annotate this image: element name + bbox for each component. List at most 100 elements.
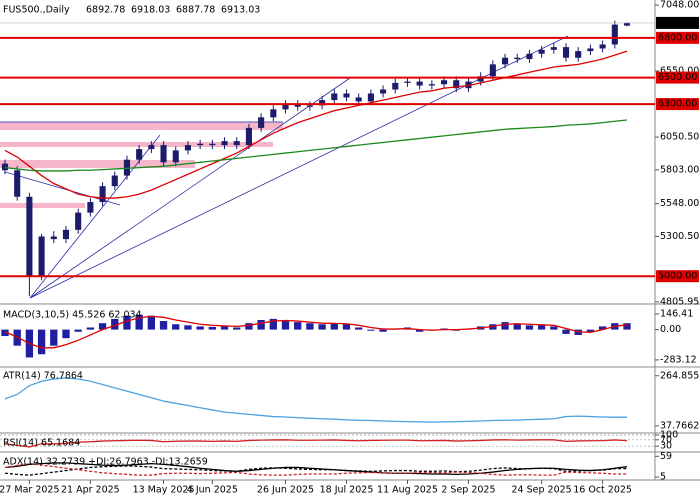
candle-body xyxy=(160,145,167,163)
moving-average xyxy=(4,119,628,172)
macd-bar xyxy=(196,326,204,330)
candle-body xyxy=(221,141,228,146)
y-tick-label: 5300.50 xyxy=(660,231,699,242)
candle-body xyxy=(343,93,350,98)
macd-bar xyxy=(257,319,265,330)
macd-bar xyxy=(245,323,253,330)
zone xyxy=(0,203,85,208)
y-tick-label: 6550.00 xyxy=(660,65,699,76)
candle-body xyxy=(575,51,582,58)
macd-bar xyxy=(1,329,9,337)
macd-bar xyxy=(550,326,558,330)
candle-body xyxy=(111,175,118,187)
x-tick-label: 4 Jun 2025 xyxy=(187,485,238,496)
y-tick-label: 5548.00 xyxy=(660,198,699,209)
y-tick-label: 7048.00 xyxy=(660,0,699,11)
candle-body xyxy=(319,100,326,106)
macd-bar xyxy=(269,318,277,330)
macd-bar xyxy=(111,318,119,330)
macd-bar xyxy=(74,329,82,332)
x-tick-label: 21 Apr 2025 xyxy=(61,485,120,496)
header-low: 6887.78 xyxy=(176,5,215,16)
candle-body xyxy=(331,93,338,101)
zone xyxy=(0,122,283,130)
macd-signal xyxy=(4,315,628,349)
y-tick-label: 4805.95 xyxy=(660,296,699,307)
y-tick-label: 5 xyxy=(660,472,666,483)
candle-body xyxy=(282,104,289,110)
y-tick-label: 6050.50 xyxy=(660,132,699,143)
header-open: 6892.78 xyxy=(86,5,125,16)
macd-bar xyxy=(37,329,46,355)
x-tick-label: 26 Jun 2025 xyxy=(257,485,314,496)
price-label: 6913.03 xyxy=(658,17,697,28)
panel-title: ADX(14) 32.2739 +DI:26.7963 -DI:13.2659 xyxy=(3,457,208,468)
y-tick-label: 100 xyxy=(660,430,678,441)
macd-bar xyxy=(208,326,216,330)
y-tick-label: 146.41 xyxy=(660,308,693,319)
x-tick-label: 11 Aug 2025 xyxy=(377,485,438,496)
candle-body xyxy=(514,57,521,60)
candle-body xyxy=(209,143,216,146)
x-tick-label: 27 Mar 2025 xyxy=(0,485,60,496)
macd-bar xyxy=(513,324,521,330)
x-tick-label: 16 Oct 2025 xyxy=(573,485,632,496)
macd-bar xyxy=(135,314,143,330)
macd-bar xyxy=(281,319,290,330)
moving-average xyxy=(4,50,628,199)
candle-body xyxy=(367,93,374,102)
candle-body xyxy=(258,117,265,128)
y-tick-label: 70 xyxy=(660,434,672,445)
macd-bar xyxy=(367,329,375,331)
trendline xyxy=(29,77,351,299)
macd-bar xyxy=(501,322,509,330)
level-box xyxy=(656,270,699,283)
candle-body xyxy=(123,159,131,176)
macd-bar xyxy=(294,322,302,330)
candle-body xyxy=(380,89,387,94)
macd-bar xyxy=(416,329,424,332)
candle-body xyxy=(538,49,545,54)
chart-title: FUS500.,Daily xyxy=(3,5,70,16)
y-tick-label: 0.00 xyxy=(660,324,681,335)
macd-bar xyxy=(50,329,58,346)
indicator-line xyxy=(4,465,627,476)
macd-bar xyxy=(586,329,595,332)
panel-title: ATR(14) 76.7864 xyxy=(3,371,83,382)
candle-body xyxy=(453,80,460,89)
level-label: 6300.00 xyxy=(658,99,697,110)
candle-body xyxy=(148,145,155,150)
candle-body xyxy=(197,143,204,146)
candle-body xyxy=(623,22,631,26)
macd-bar xyxy=(123,315,131,330)
y-tick-label: 264.8558 xyxy=(660,370,700,381)
candle-body xyxy=(562,47,570,58)
header-high: 6918.03 xyxy=(131,5,170,16)
y-tick-label: 37.7662 xyxy=(660,420,699,431)
candle-body xyxy=(184,145,191,151)
macd-bar xyxy=(379,329,387,332)
zone xyxy=(0,160,195,168)
level-label: 6500.00 xyxy=(658,72,697,83)
candle-body xyxy=(233,141,240,146)
y-tick-label: -283.12 xyxy=(660,354,697,365)
trendline xyxy=(29,134,161,299)
panel-borders xyxy=(0,0,700,481)
candle-body xyxy=(62,229,70,240)
y-tick-label: 5803.00 xyxy=(660,164,699,175)
candle-body xyxy=(87,202,94,213)
panel-title: MACD(3,10,5) 45.526 62.034 xyxy=(3,310,142,321)
candle-body xyxy=(550,47,557,50)
candle-body xyxy=(50,236,57,240)
candle-body xyxy=(38,236,45,277)
macd-bar xyxy=(623,323,631,330)
indicator-line xyxy=(4,462,628,476)
macd-bar xyxy=(233,327,241,330)
macd-bar xyxy=(537,325,546,330)
macd-bar xyxy=(159,321,168,330)
candle-body xyxy=(1,163,9,171)
candle-body xyxy=(136,149,143,160)
macd-bar xyxy=(525,325,534,330)
macd-bar xyxy=(562,329,570,334)
